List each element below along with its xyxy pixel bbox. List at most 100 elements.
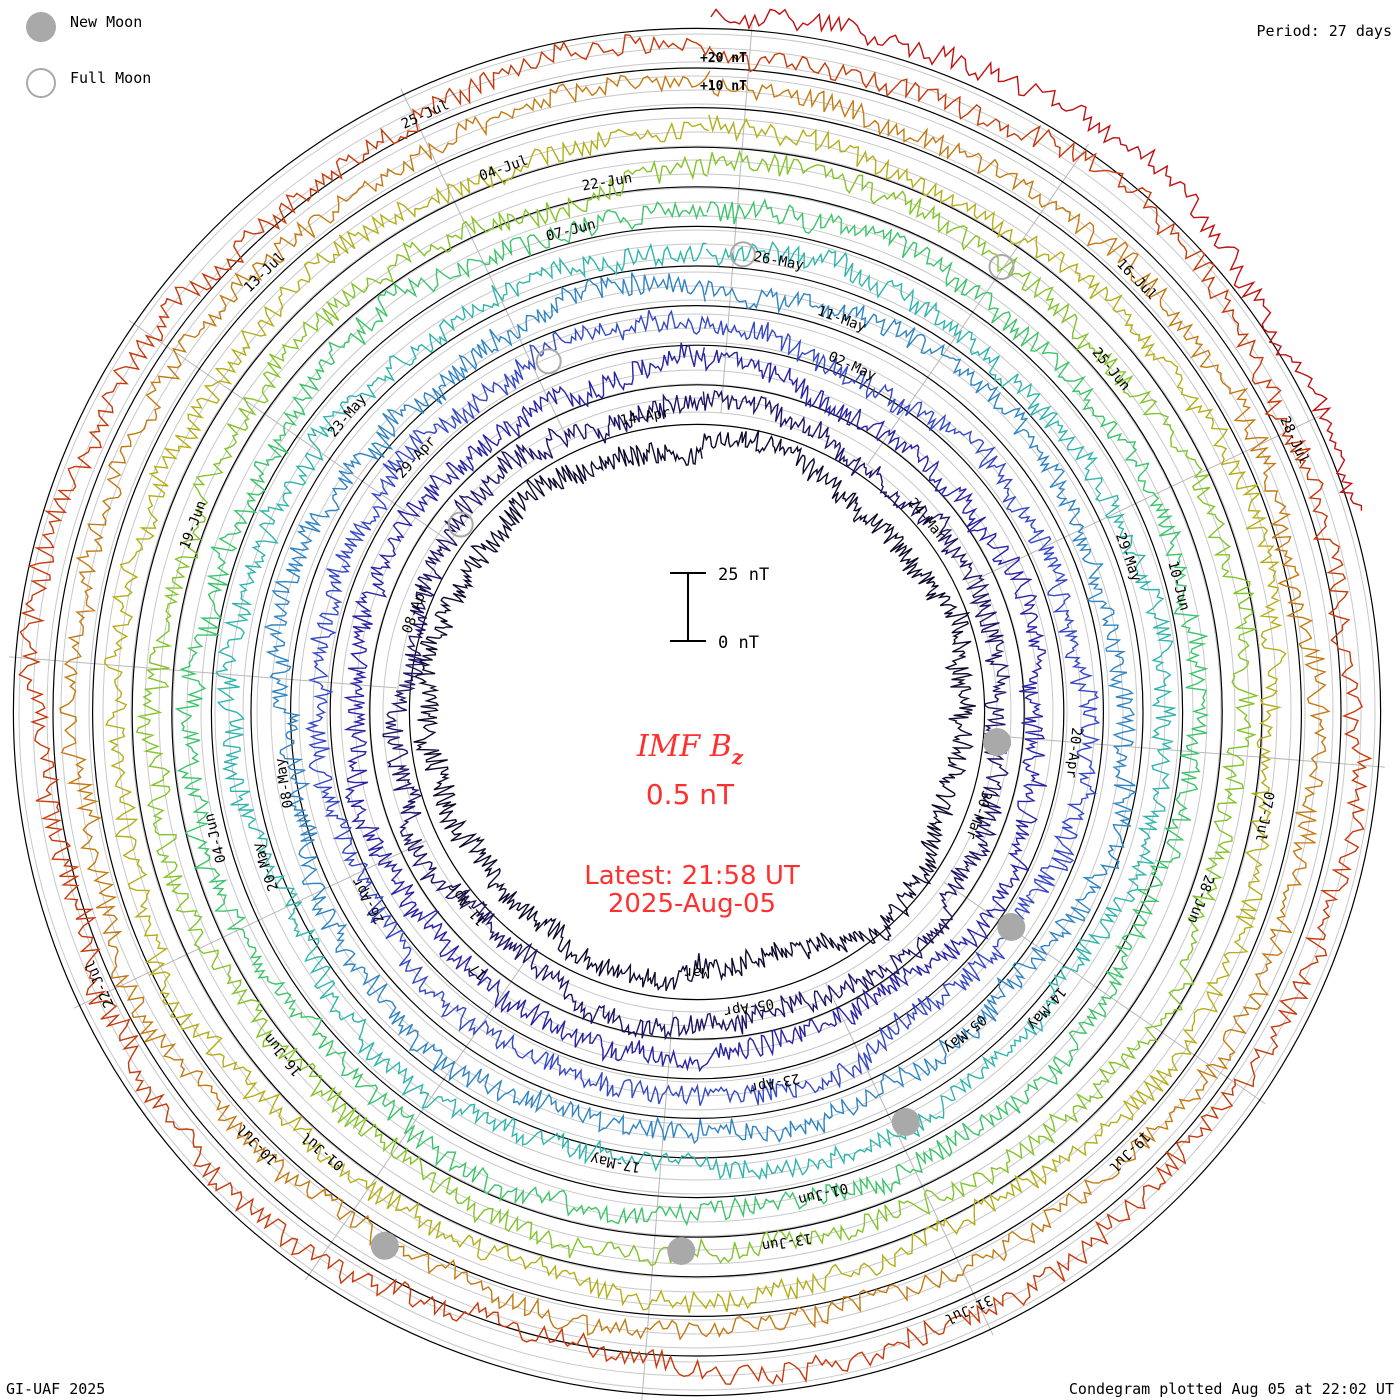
grid-circle [312,327,1082,1097]
grid-spoke [641,1011,674,1400]
bz-trace-rotation [59,70,1331,1341]
grid-circle [130,145,1264,1279]
period-label: Period: 27 days [1256,22,1392,40]
bz-trace-rotation [304,309,1101,1106]
latest-time: Latest: 21:58 UT [584,861,800,891]
zero-ring [250,265,1144,1159]
bz-trace-rotation [135,149,1260,1267]
grid-circle [340,355,1054,1069]
grid-spoke [825,982,994,1336]
new-moon-marker [891,1108,920,1136]
date-label: 05-Apr [722,995,775,1019]
legend-full-moon: Full Moon [26,68,151,98]
bz-trace-rotation [382,389,1011,1041]
grid-circle [368,383,1026,1041]
scale-label-plus20: +20 nT [700,51,747,66]
quantity-title-sub: z [731,745,744,769]
quantity-title-main: IMF B [636,729,732,764]
legend-full-moon-label: Full Moon [70,69,152,87]
grid-circle [88,103,1306,1321]
grid-spoke [866,143,1090,466]
bz-trace-rotation [103,114,1287,1314]
new-moon-marker [997,913,1026,941]
grid-circle [102,117,1292,1307]
full-moon-marker [729,241,756,268]
date-label: 14-Apr [619,405,672,429]
grid-spoke [967,415,1321,584]
legend-new-moon-label: New Moon [70,13,143,31]
zero-ring [171,186,1223,1238]
new-moon-marker [983,728,1012,757]
grid-circle [256,271,1138,1153]
grid-circle [74,89,1320,1335]
full-moon-icon [26,68,56,98]
quantity-title: IMF Bz [636,729,744,769]
grid-circle [18,33,1376,1391]
zero-ring [12,27,1382,1397]
scale-bar-top-label: 25 nT [718,565,769,585]
bz-traces [18,8,1373,1385]
date-label: 19-Jun [177,499,210,552]
date-label: 08-May [272,757,296,810]
center-readout: IMF Bz 0.5 nT Latest: 21:58 UT 2025-Aug-… [584,729,800,919]
scale-bar: 25 nT 0 nT [670,565,769,653]
grid-circle [382,397,1012,1027]
grid-spoke [996,735,1385,768]
current-value: 0.5 nT [646,778,735,811]
date-label: 07-Jun [544,216,597,244]
moon-markers [370,241,1026,1265]
grid-circle [284,299,1110,1125]
grid-spokes [9,24,1385,1400]
latest-date: 2025-Aug-05 [608,889,776,919]
date-label: 08-Apr [399,583,431,636]
grid-circle [186,201,1208,1223]
legend-new-moon: New Moon [26,12,142,42]
grid-spoke [9,656,398,689]
scale-label-plus10: +10 nT [700,79,747,94]
new-moon-icon [26,12,56,42]
zero-ring [290,305,1104,1119]
new-moon-marker [667,1237,696,1265]
grid-circle [326,341,1068,1083]
scale-bar-bottom-label: 0 nT [718,633,759,653]
zero-ring [210,225,1184,1199]
bz-trace-rotation [174,198,1210,1227]
full-moon-marker [988,254,1015,280]
bz-trace-rotation [413,429,976,991]
grid-spoke [943,881,1266,1105]
full-moon-marker [535,348,562,375]
bz-trace-rotation [343,342,1047,1073]
footer-timestamp: Condegram plotted Aug 05 at 22:02 UT [1068,1380,1394,1398]
zero-ring [329,344,1065,1080]
grid-circle [116,131,1278,1293]
date-label: 10-Jun [1164,559,1192,612]
new-moon-marker [370,1231,399,1260]
date-label: 20-May [250,840,282,893]
grid-circle [242,257,1152,1167]
grid-spoke [400,88,569,442]
zero-ring [131,146,1263,1278]
zero-ring [52,67,1342,1357]
grid-spoke [73,840,427,1009]
footer-credit: GI-UAF 2025 [6,1380,106,1398]
date-label: 22-Jun [581,170,634,194]
grid-circle [214,229,1180,1195]
bz-trace-rotation [215,240,1177,1181]
grid-circle [158,173,1236,1251]
zero-ring [369,384,1025,1040]
date-label: 13-Jun [761,1230,814,1254]
grid-circle [60,75,1334,1349]
date-label: 29-May [1112,531,1144,584]
zero-ring [408,423,986,1001]
grid-circle [172,187,1222,1237]
grid-spoke [304,958,528,1281]
date-label: Mar [684,964,709,980]
bz-trace-rotation [18,34,1373,1385]
reference-rings [12,27,1382,1397]
date-label: 11-May [815,303,868,335]
grid-spoke [128,319,451,543]
full-moon-marker [447,511,474,538]
date-label: 04-Jun [201,812,229,865]
date-label: 20-Apr [1063,727,1084,779]
grid-circle [298,313,1096,1111]
